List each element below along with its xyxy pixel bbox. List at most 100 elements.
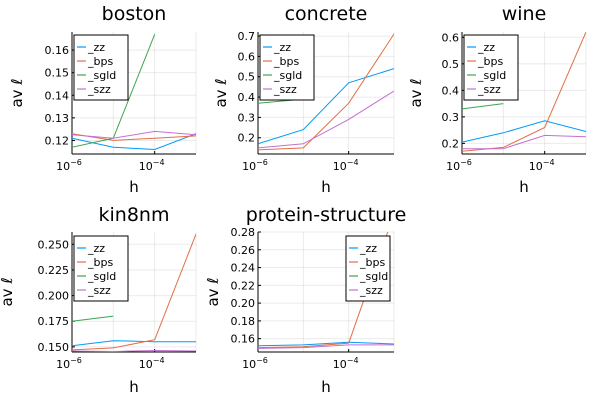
legend: _zz_bps_sgld_szz — [73, 235, 129, 302]
series-line_szz — [72, 349, 196, 352]
y-tick-label: 0.175 — [38, 315, 70, 328]
legend-label: _bps — [87, 256, 113, 269]
series-line_zz — [258, 68, 394, 145]
chart-title: wine — [502, 3, 547, 25]
y-tick-label: 0.13 — [45, 112, 70, 125]
legend-label: _sgld — [477, 69, 506, 82]
x-tick-label: 10−4 — [333, 356, 359, 371]
series-line_szz — [72, 130, 196, 139]
y-tick-label: 0.20 — [231, 297, 256, 310]
y-tick-label: 0.5 — [442, 58, 460, 71]
y-axis-label: av ℓ — [204, 277, 222, 306]
legend-label: _zz — [477, 41, 495, 54]
y-tick-label: 0.5 — [238, 71, 256, 84]
legend-label: _sgld — [273, 69, 302, 82]
series-line_szz — [258, 344, 394, 349]
legend-label: _sgld — [87, 69, 116, 82]
series-group — [72, 233, 196, 352]
y-tick-label: 0.16 — [45, 44, 70, 57]
series-line_bps — [72, 233, 196, 351]
series-line_bps — [258, 33, 394, 151]
x-axis-label: h — [321, 178, 331, 196]
y-tick-label: 0.26 — [231, 244, 256, 257]
x-tick-label: 10−4 — [529, 158, 555, 173]
x-tick-label: 10−6 — [56, 158, 82, 173]
y-tick-label: 0.200 — [38, 290, 70, 303]
y-tick-label: 0.225 — [38, 264, 70, 277]
y-tick-label: 0.4 — [442, 84, 460, 97]
legend-label: _szz — [359, 284, 383, 297]
series-line_zz — [72, 340, 196, 347]
chart-title: boston — [102, 3, 167, 25]
panel-4: 0.16 0.18 0.20 0.22 0.24 0.26 0.28 10−6 10−4 prot… — [204, 204, 406, 396]
y-tick-label: 0.250 — [38, 238, 70, 251]
y-tick-label: 0.3 — [238, 111, 256, 124]
chart-title: protein-structure — [246, 204, 407, 226]
x-tick-label: 10−4 — [139, 158, 165, 173]
series-line_zz — [258, 341, 394, 347]
x-tick-label: 10−6 — [56, 356, 82, 371]
y-axis-label: av ℓ — [212, 78, 230, 107]
y-tick-label: 0.2 — [442, 137, 460, 150]
y-tick-label: 0.14 — [45, 89, 70, 102]
y-tick-label: 0.6 — [442, 31, 460, 44]
legend-label: _sgld — [87, 270, 116, 283]
legend: _zz_bps_sgld_szz — [73, 34, 129, 101]
legend-label: _bps — [87, 55, 113, 68]
legend-label: _szz — [87, 83, 111, 96]
legend-label: _bps — [477, 55, 503, 68]
legend: _zz_bps_sgld_szz — [463, 34, 519, 101]
y-tick-label: 0.3 — [442, 111, 460, 124]
y-tick-label: 0.24 — [231, 262, 256, 275]
panel-3: 0.150 0.175 0.200 0.225 0.250 10−6 10−4 kin8nm h… — [0, 204, 197, 396]
chart-title: concrete — [285, 3, 368, 25]
x-tick-label: 10−4 — [333, 158, 359, 173]
y-tick-label: 0.15 — [45, 67, 70, 80]
panel-0: 0.12 0.13 0.14 0.15 0.16 10−6 10−4 boston h av ℓ _… — [8, 3, 197, 196]
series-group — [258, 33, 394, 151]
legend-label: _sgld — [359, 270, 388, 283]
legend-label: _szz — [477, 83, 501, 96]
series-line_szz — [462, 134, 586, 150]
legend-label: _zz — [87, 242, 105, 255]
y-tick-label: 0.18 — [231, 315, 256, 328]
series-line_zz — [462, 120, 586, 143]
x-axis-label: h — [519, 178, 529, 196]
series-group — [462, 32, 586, 152]
y-tick-label: 0.4 — [238, 91, 256, 104]
x-tick-label: 10−4 — [139, 356, 165, 371]
series-line_sgld — [462, 103, 504, 110]
series-line_szz — [258, 90, 394, 149]
legend-label: _szz — [273, 83, 297, 96]
x-axis-label: h — [129, 178, 139, 196]
series-group — [72, 34, 196, 151]
y-tick-label: 0.12 — [45, 134, 70, 147]
legend-label: _bps — [359, 256, 385, 269]
series-line_bps — [72, 133, 196, 141]
legend-label: _bps — [273, 55, 299, 68]
y-axis-label: av ℓ — [407, 78, 425, 107]
legend: _zz_bps_sgld_szz — [345, 235, 391, 302]
y-tick-label: 0.22 — [231, 279, 256, 292]
y-tick-label: 0.150 — [38, 341, 70, 354]
legend-label: _zz — [273, 41, 291, 54]
series-line_sgld — [72, 315, 114, 322]
x-tick-label: 10−6 — [242, 158, 268, 173]
legend-label: _zz — [87, 41, 105, 54]
y-tick-label: 0.28 — [231, 226, 256, 239]
y-axis-label: av ℓ — [0, 277, 16, 306]
legend: _zz_bps_sgld_szz — [259, 34, 315, 101]
y-axis-label: av ℓ — [8, 78, 26, 107]
y-tick-label: 0.16 — [231, 333, 256, 346]
chart-title: kin8nm — [99, 204, 170, 226]
x-tick-label: 10−6 — [446, 158, 472, 173]
legend-label: _szz — [87, 284, 111, 297]
x-axis-label: h — [129, 378, 139, 396]
y-tick-label: 0.6 — [238, 50, 256, 63]
x-tick-label: 10−6 — [242, 356, 268, 371]
y-tick-label: 0.7 — [238, 30, 256, 43]
legend-label: _zz — [359, 242, 377, 255]
series-line_bps — [462, 32, 586, 152]
